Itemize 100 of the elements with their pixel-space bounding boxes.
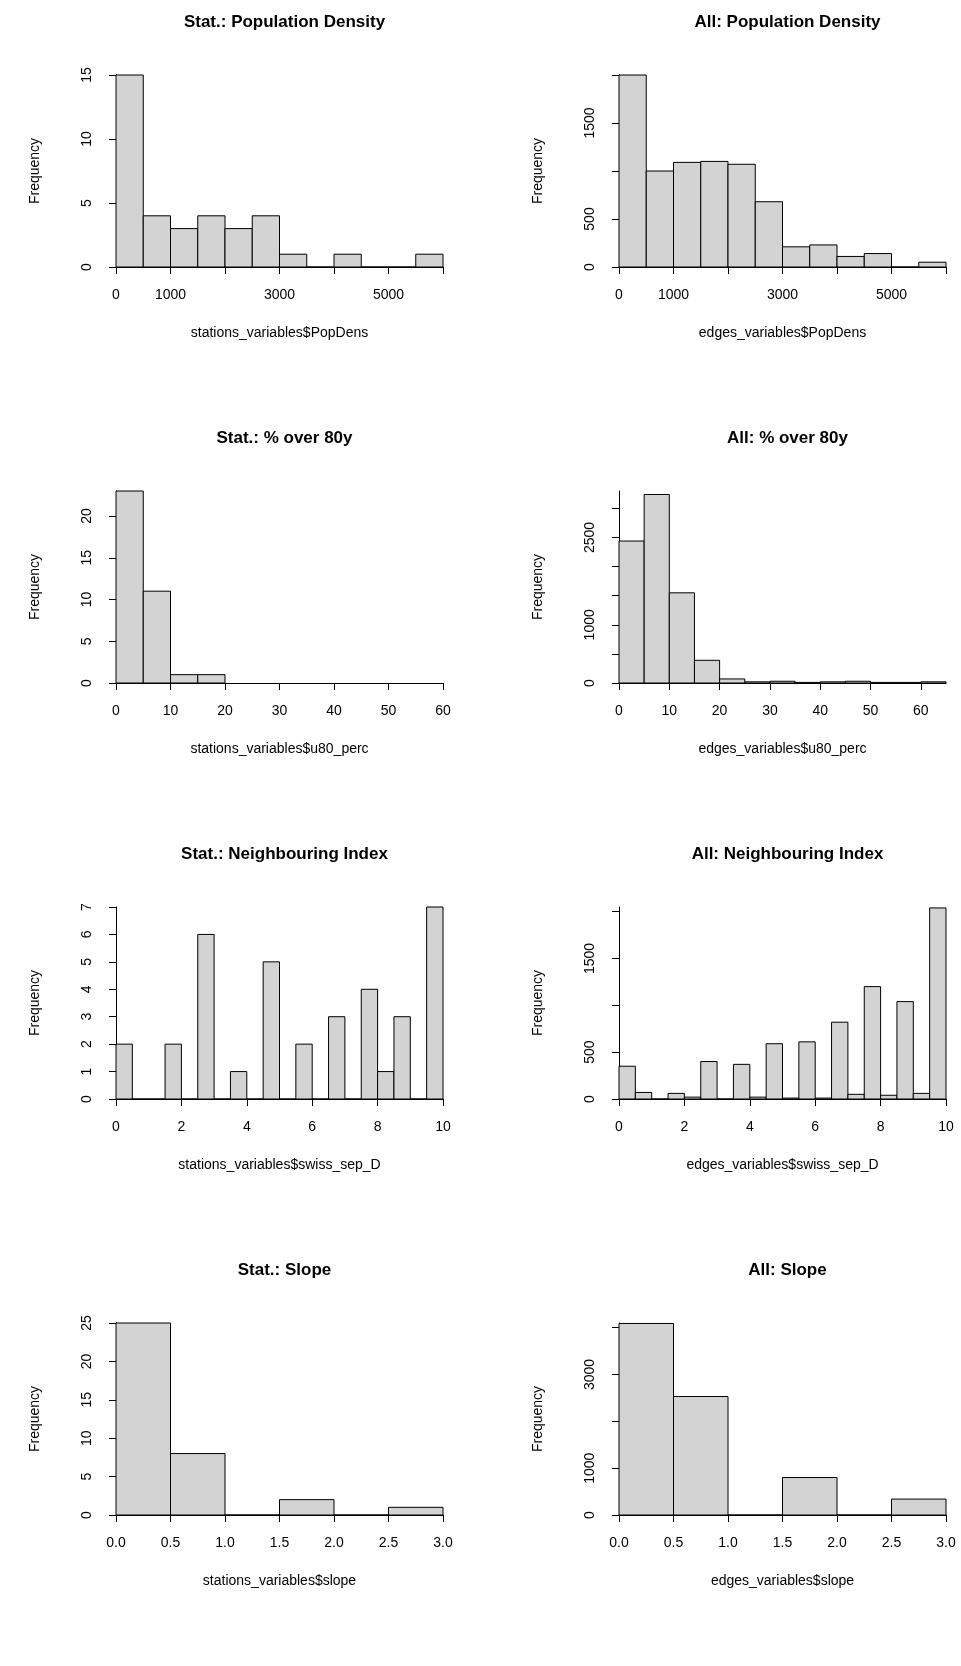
x-tick-label: 20 (711, 702, 728, 718)
y-tick-label: 5 (78, 198, 94, 207)
y-tick-label: 1500 (581, 942, 597, 975)
x-tick-label: 2.5 (881, 1534, 902, 1550)
x-tick-label: 0 (615, 286, 624, 302)
x-axis-title: stations_variables$slope (202, 1572, 357, 1588)
chart-title: Stat.: Neighbouring Index (181, 844, 389, 863)
x-tick-label: 0.5 (160, 1534, 181, 1550)
x-tick-label: 50 (380, 702, 397, 718)
x-tick-label: 40 (812, 702, 829, 718)
y-tick-label: 1 (78, 1067, 94, 1076)
y-axis-title: Frequency (26, 137, 42, 205)
y-tick-label: 0 (581, 1510, 597, 1519)
x-tick-label: 0.5 (663, 1534, 684, 1550)
chart-title: Stat.: Slope (237, 1260, 332, 1279)
x-axis-title: stations_variables$u80_perc (190, 740, 369, 756)
x-tick-label: 2.0 (324, 1534, 344, 1550)
x-tick-label: 8 (876, 1118, 885, 1134)
x-tick-label: 6 (811, 1118, 820, 1134)
x-tick-label: 50 (862, 702, 879, 718)
x-axis-title: edges_variables$PopDens (698, 324, 867, 340)
y-tick-label: 1000 (581, 609, 597, 641)
y-axis-title: Frequency (529, 137, 545, 205)
x-axis-title: stations_variables$PopDens (190, 324, 369, 340)
y-tick-label: 20 (78, 508, 94, 524)
y-tick-label: 5 (78, 1472, 94, 1481)
x-tick-label: 0 (112, 286, 121, 302)
x-tick-label: 3.0 (936, 1534, 956, 1550)
x-tick-label: 0 (112, 702, 121, 718)
y-axis-title: Frequency (26, 553, 42, 621)
y-tick-label: 15 (78, 67, 94, 83)
x-axis-title: stations_variables$swiss_sep_D (178, 1156, 381, 1172)
y-tick-label: 3000 (581, 1358, 597, 1391)
x-axis-title: edges_variables$swiss_sep_D (686, 1156, 879, 1172)
x-axis-title: edges_variables$u80_perc (698, 740, 867, 756)
x-tick-label: 3.0 (433, 1534, 453, 1550)
y-tick-label: 0 (78, 678, 94, 687)
x-tick-label: 0 (615, 702, 624, 718)
y-axis-title: Frequency (26, 969, 42, 1037)
x-tick-label: 30 (762, 702, 778, 718)
x-tick-label: 40 (326, 702, 342, 718)
y-tick-label: 5 (78, 957, 94, 966)
y-axis-title: Frequency (26, 1385, 42, 1453)
y-tick-label: 5 (78, 637, 94, 646)
y-tick-label: 10 (78, 591, 94, 608)
x-tick-label: 0 (112, 1118, 121, 1134)
x-tick-label: 10 (661, 702, 678, 718)
chart-title: All: Population Density (694, 12, 882, 31)
y-tick-label: 0 (78, 1094, 94, 1103)
y-tick-label: 2500 (581, 521, 597, 554)
chart-title: Stat.: Population Density (183, 12, 386, 31)
y-tick-label: 500 (581, 1040, 597, 1064)
x-tick-label: 1.0 (215, 1534, 235, 1550)
x-tick-label: 4 (242, 1118, 251, 1134)
x-tick-label: 4 (745, 1118, 754, 1134)
x-tick-label: 10 (162, 702, 179, 718)
x-tick-label: 2.5 (378, 1534, 399, 1550)
y-tick-label: 15 (78, 549, 94, 566)
y-tick-label: 25 (78, 1315, 94, 1331)
y-tick-label: 500 (581, 207, 597, 231)
y-tick-label: 2 (78, 1040, 94, 1049)
y-tick-label: 3 (78, 1012, 94, 1021)
x-tick-label: 0.0 (106, 1534, 126, 1550)
y-tick-label: 10 (78, 1430, 94, 1446)
y-tick-label: 6 (78, 930, 94, 939)
x-tick-label: 2.0 (827, 1534, 847, 1550)
y-tick-label: 15 (78, 1391, 94, 1408)
y-tick-label: 20 (78, 1353, 94, 1370)
y-tick-label: 1000 (581, 1452, 597, 1484)
chart-title: All: Neighbouring Index (691, 844, 884, 863)
x-tick-label: 6 (308, 1118, 317, 1134)
x-tick-label: 5000 (372, 286, 405, 302)
y-tick-label: 0 (581, 1094, 597, 1103)
y-tick-label: 0 (78, 1510, 94, 1519)
x-tick-label: 20 (217, 702, 233, 718)
chart-title: All: % over 80y (727, 428, 849, 447)
x-axis-title: edges_variables$slope (710, 1572, 855, 1588)
x-tick-label: 0 (615, 1118, 624, 1134)
x-tick-label: 30 (271, 702, 288, 718)
y-tick-label: 0 (581, 262, 597, 271)
x-tick-label: 60 (913, 702, 929, 718)
x-tick-label: 1.5 (772, 1534, 793, 1550)
y-tick-label: 7 (78, 902, 94, 911)
y-axis-title: Frequency (529, 1385, 545, 1453)
y-tick-label: 0 (581, 678, 597, 687)
chart-title: All: Slope (748, 1260, 827, 1279)
x-tick-label: 5000 (875, 286, 908, 302)
x-tick-label: 8 (373, 1118, 382, 1134)
y-tick-label: 1500 (581, 107, 597, 139)
x-tick-label: 2 (680, 1118, 689, 1134)
y-axis-title: Frequency (529, 969, 545, 1037)
x-tick-label: 2 (177, 1118, 186, 1134)
y-tick-label: 0 (78, 262, 94, 271)
y-tick-label: 4 (78, 985, 94, 994)
x-tick-label: 1.5 (269, 1534, 290, 1550)
x-tick-label: 10 (938, 1118, 954, 1134)
x-tick-label: 10 (435, 1118, 451, 1134)
x-tick-label: 60 (435, 702, 451, 718)
y-axis-title: Frequency (529, 553, 545, 621)
x-tick-label: 1000 (154, 286, 187, 302)
